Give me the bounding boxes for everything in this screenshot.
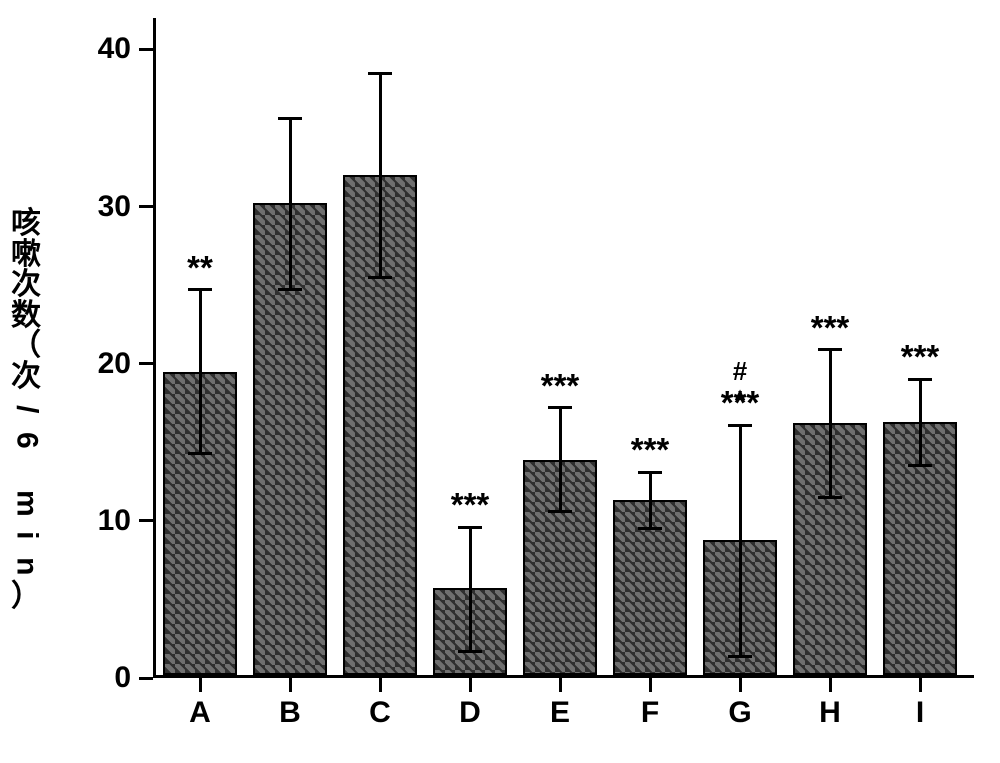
y-axis-title-char: n	[17, 551, 36, 581]
y-tick	[139, 48, 153, 51]
error-bar-cap-low	[908, 464, 932, 467]
error-bar-cap-low	[188, 452, 212, 455]
error-bar-cap-high	[728, 424, 752, 427]
y-axis-title-char: （	[8, 331, 44, 362]
y-tick	[139, 519, 153, 522]
error-bar-cap-low	[818, 496, 842, 499]
error-bar-cap-high	[908, 378, 932, 381]
error-bar-cap-low	[638, 527, 662, 530]
error-bar-line	[379, 73, 382, 277]
error-bar-cap-high	[548, 406, 572, 409]
y-tick-label: 0	[114, 661, 131, 695]
error-bar-cap-high	[818, 348, 842, 351]
significance-annotation: ***	[901, 340, 940, 373]
y-axis-title-char: m	[17, 488, 36, 518]
error-bar-cap-high	[188, 288, 212, 291]
y-tick	[139, 677, 153, 680]
x-tick	[829, 678, 832, 692]
y-axis-title-char: 数	[8, 301, 44, 332]
y-axis-title-char: 次	[8, 270, 44, 301]
x-tick	[559, 678, 562, 692]
plot-area: 010203040A**BCD***E***F***G***▲#H***I***	[153, 18, 974, 678]
error-bar-cap-high	[458, 526, 482, 529]
significance-annotation: **	[187, 251, 213, 284]
error-bar-line	[739, 425, 742, 656]
error-bar-line	[559, 408, 562, 512]
x-tick-label: D	[459, 696, 481, 730]
error-bar-cap-low	[548, 510, 572, 513]
error-bar-cap-low	[728, 655, 752, 658]
y-tick-label: 20	[98, 347, 131, 381]
x-tick	[289, 678, 292, 692]
x-tick	[199, 678, 202, 692]
x-tick-label: A	[189, 696, 211, 730]
error-bar-cap-low	[368, 276, 392, 279]
y-axis-title-char: i	[17, 520, 36, 550]
significance-annotation: ***	[631, 433, 670, 466]
y-axis-title-char: /	[17, 394, 36, 424]
significance-annotation: ***	[451, 488, 490, 521]
y-axis-title-char: 6	[17, 425, 36, 455]
y-tick-label: 40	[98, 32, 131, 66]
y-axis-line	[153, 18, 156, 678]
x-tick-label: I	[916, 696, 924, 730]
y-axis-title-char: 咳	[8, 209, 44, 240]
error-bar-line	[649, 472, 652, 529]
x-tick	[469, 678, 472, 692]
x-tick-label: H	[819, 696, 841, 730]
error-bar-cap-low	[278, 288, 302, 291]
significance-annotation: ***	[811, 311, 850, 344]
y-axis-title-char	[17, 454, 36, 484]
significance-annotation: ***	[541, 369, 580, 402]
x-tick-label: G	[728, 696, 751, 730]
significance-annotation: ▲	[731, 385, 749, 403]
error-bar-line	[469, 527, 472, 651]
x-tick	[919, 678, 922, 692]
x-axis-line	[153, 675, 974, 678]
x-tick-label: E	[550, 696, 570, 730]
x-tick-label: C	[369, 696, 391, 730]
y-tick	[139, 205, 153, 208]
x-tick	[649, 678, 652, 692]
y-axis-title-char: 嗽	[8, 240, 44, 271]
error-bar-line	[199, 290, 202, 453]
x-tick-label: B	[279, 696, 301, 730]
x-tick	[739, 678, 742, 692]
y-axis-title-char: ）	[8, 582, 44, 613]
error-bar-cap-high	[638, 471, 662, 474]
y-axis-title-char: 次	[8, 362, 44, 393]
error-bar-line	[289, 119, 292, 290]
error-bar-cap-high	[278, 117, 302, 120]
y-tick	[139, 362, 153, 365]
y-tick-label: 10	[98, 504, 131, 538]
y-axis-title: 咳嗽次数（次/6 min）	[8, 209, 44, 612]
significance-annotation: #	[733, 358, 747, 384]
error-bar-line	[829, 350, 832, 498]
y-tick-label: 30	[98, 190, 131, 224]
x-tick-label: F	[641, 696, 659, 730]
x-tick	[379, 678, 382, 692]
error-bar-cap-low	[458, 650, 482, 653]
error-bar-line	[919, 379, 922, 465]
error-bar-cap-high	[368, 72, 392, 75]
chart-root: 010203040A**BCD***E***F***G***▲#H***I***…	[0, 0, 1000, 763]
